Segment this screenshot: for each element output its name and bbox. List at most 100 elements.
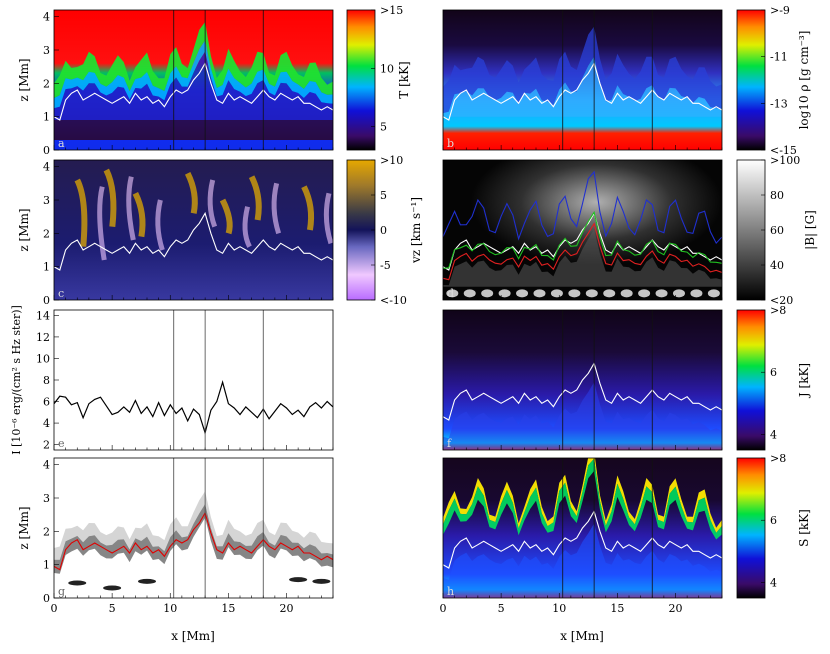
x-tick-label: 5 [498, 602, 505, 615]
y-tick-label: 3 [43, 44, 50, 57]
x-tick-label: 15 [221, 602, 235, 615]
x-tick-label: 15 [610, 602, 624, 615]
panel-d-bright-spot [585, 289, 598, 298]
colorbar-c [346, 159, 376, 301]
panel-e-intensity [54, 310, 333, 450]
panel-d-bright-spot [533, 289, 546, 298]
panel-g-contribution-function [54, 458, 333, 598]
panel-c-downflow-streak [155, 199, 165, 251]
panel-b-density [443, 10, 722, 150]
y-tick-label: 8 [43, 374, 50, 387]
colorbar-tick-label: -13 [770, 97, 788, 110]
colorbar-tick-label: >10 [380, 154, 403, 167]
panel-d-bright-spot [707, 289, 720, 298]
panel-a-height-curve [54, 61, 333, 121]
panel-e-background [54, 310, 333, 450]
colorbar-d [736, 159, 766, 301]
panel-h-source-function [443, 458, 722, 598]
x-tick-label: 10 [552, 602, 566, 615]
panel-d-bright-spot [655, 289, 668, 298]
y-tick-label: 1 [43, 559, 50, 572]
panel-f-letter: f [447, 437, 452, 450]
colorbar-tick-label: -11 [770, 51, 788, 64]
panel-a-transition-green [54, 22, 333, 99]
panel-g-ylabel: z [Mm] [17, 506, 31, 549]
panel-h-xlabel: x [Mm] [560, 629, 604, 643]
panel-g-low-feature [103, 585, 122, 591]
panel-c-upflow-streak [219, 198, 233, 235]
y-tick-label: 0 [43, 592, 50, 605]
colorbar-b-label: log10 ρ [g cm⁻³] [797, 31, 811, 130]
y-tick-label: 14 [36, 309, 50, 322]
colorbar-tick-label: 80 [770, 189, 784, 202]
panel-g-xlabel: x [Mm] [171, 629, 215, 643]
panel-a-letter: a [58, 137, 65, 150]
panel-h-green-ridge [443, 458, 722, 540]
panel-c-letter: c [58, 287, 64, 300]
colorbar-a [346, 9, 376, 151]
y-tick-label: 4 [43, 161, 50, 174]
panel-c-upflow-streak [74, 178, 88, 247]
y-tick-label: 0 [43, 144, 50, 157]
panel-d-bright-spot [498, 289, 511, 298]
y-tick-label: 1 [43, 261, 50, 274]
colorbar-tick-label: 6 [770, 514, 777, 527]
panel-d-bright-spot [568, 289, 581, 298]
panel-c-upflow-streak [103, 168, 117, 227]
x-tick-label: 0 [440, 602, 447, 615]
y-tick-label: 12 [36, 331, 50, 344]
panel-g-low-feature [138, 578, 156, 584]
colorbar-tick-label: <20 [770, 294, 793, 307]
panel-c-velocity [54, 160, 333, 300]
panel-b-height-curve [443, 61, 722, 121]
panel-c-height-curve [54, 211, 333, 271]
colorbar-b [736, 9, 766, 151]
panel-e-letter: e [58, 437, 65, 450]
y-tick-label: 3 [43, 194, 50, 207]
colorbar-a-label: T [kK] [397, 61, 411, 98]
colorbar-tick-label: >8 [770, 452, 786, 465]
panel-c-downflow-streak [207, 179, 218, 228]
panel-d-bright-spot [672, 289, 685, 298]
colorbar-f-label: J [kK] [797, 363, 811, 399]
y-tick-label: 2 [43, 77, 50, 90]
colorbar-tick-label: 40 [770, 259, 784, 272]
panel-a-dark-layer [54, 120, 333, 140]
colorbar-tick-label: 5 [380, 121, 387, 134]
panel-d-bright-spot [620, 289, 633, 298]
colorbar-tick-label: >100 [770, 154, 800, 167]
colorbar-tick-label: <-15 [770, 144, 797, 157]
panel-e-ylabel: I [10⁻⁶ erg/(cm² s Hz ster)] [10, 305, 23, 455]
panel-g-low-feature [312, 578, 331, 584]
panel-c-downflow-streak [126, 176, 136, 241]
panel-e-intensity-line [54, 380, 333, 435]
colorbar-tick-label: 5 [380, 189, 387, 202]
panel-c-downflow-streak [271, 182, 282, 235]
panel-d-bright-spot [603, 289, 616, 298]
panel-h-height-curve [443, 509, 722, 569]
colorbar-tick-label: 60 [770, 224, 784, 237]
panel-g-letter: g [58, 585, 65, 598]
panel-d-bright-spot [481, 289, 494, 298]
y-tick-label: 4 [43, 417, 50, 430]
panel-d-contour-blue [443, 170, 722, 245]
colorbar-h-label: S [kK] [797, 509, 811, 547]
colorbar-c-label: vz [km s⁻¹] [409, 197, 423, 264]
panel-c-downflow-streak [97, 186, 107, 261]
panel-a-temperature [54, 10, 333, 150]
panel-f-radiation-temperature [443, 310, 722, 450]
y-tick-label: 1 [43, 111, 50, 124]
colorbar-h [736, 457, 766, 599]
y-tick-label: 2 [43, 525, 50, 538]
panel-d-bright-spot [446, 289, 459, 298]
y-tick-label: 10 [36, 352, 50, 365]
panel-d-bright-spot [463, 289, 476, 298]
panel-d-bright-spot [638, 289, 651, 298]
colorbar-tick-label: 4 [770, 576, 777, 589]
panel-c-downflow-streak [242, 206, 252, 248]
panel-g-low-feature [289, 577, 308, 583]
x-tick-label: 5 [109, 602, 116, 615]
panel-h-letter: h [447, 585, 454, 598]
colorbar-tick-label: >8 [770, 304, 786, 317]
panel-g-height-curve [54, 511, 333, 571]
